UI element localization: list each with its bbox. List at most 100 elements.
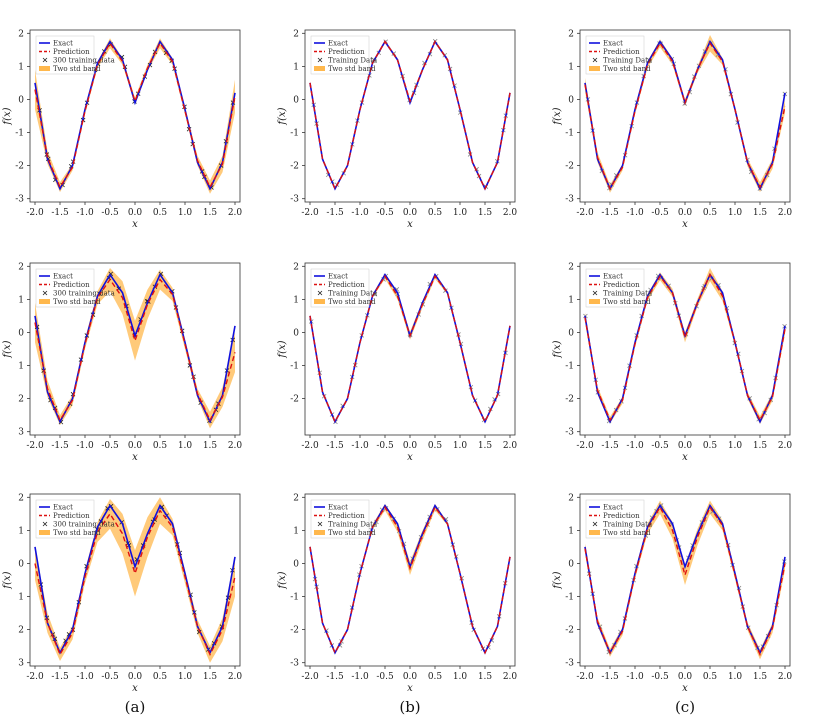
y-tick-label: -2 [290,162,299,172]
y-tick-label: -2 [15,162,24,172]
y-axis-label: f(x) [2,571,13,589]
prediction-line [584,273,786,422]
legend-entry-label: Training Data [328,520,377,528]
x-tick-label: 1.0 [453,672,468,682]
x-tick-label: -1.0 [626,672,644,682]
legend-swatch-training [42,521,48,527]
y-tick-label: 3 [18,659,24,669]
x-tick-label: -2.0 [26,441,44,451]
x-tick-label: 0.5 [703,672,718,682]
exact-line [584,503,786,655]
subplot-row3-col1: -2.0 -1.5 -1.0 -0.5 0.0 0.5 1.0 1.5 2.0 3 2 1 0 1 2 x f(… [2,493,242,694]
prediction-line [309,505,511,655]
x-axis-label: x [682,683,688,694]
x-tick-label: 1.0 [728,441,743,451]
y-axis-label: f(x) [552,340,563,358]
y-tick-label: 2 [568,262,574,272]
x-tick-label: -1.5 [326,672,344,682]
prediction-line [34,41,236,189]
y-tick-label: 2 [18,626,24,636]
x-tick-label: -0.5 [101,208,119,218]
y-axis-label: f(x) [277,340,288,358]
x-tick-label: 0.5 [428,208,443,218]
legend-entry-label: Prediction [328,281,365,289]
y-tick-label: -2 [565,162,574,172]
y-tick-label: -1 [565,362,574,372]
x-tick-label: -2.0 [26,672,44,682]
x-tick-label: 0.5 [703,441,718,451]
x-tick-label: 2.0 [778,208,793,218]
x-tick-label: -1.0 [626,208,644,218]
y-tick-label: 0 [18,328,24,338]
x-tick-label: -1.5 [601,208,619,218]
prediction-line [584,505,786,657]
legend-swatch-training [317,57,323,63]
y-tick-label: 3 [18,428,24,438]
legend-entry-label: Exact [53,272,73,280]
x-tick-label: -2.0 [576,208,594,218]
y-tick-label: -1 [15,129,24,139]
x-tick-label: -1.0 [351,441,369,451]
legend-entry-label: Prediction [603,281,640,289]
x-tick-label: -1.0 [76,208,94,218]
legend-swatch-band [314,66,325,71]
legend-swatch-training [42,57,48,63]
legend-swatch-training [592,521,598,527]
x-tick-label: 0.0 [128,441,143,451]
legend-entry-label: Two std band [328,65,376,73]
y-axis-label: f(x) [277,107,288,125]
x-tick-label: -1.5 [51,441,69,451]
column-label: (b) [399,698,420,716]
prediction-line [309,274,511,424]
y-tick-label: 1 [18,62,24,72]
y-tick-label: -3 [565,428,574,438]
x-tick-label: 1.5 [753,208,768,218]
x-tick-label: 0.0 [403,208,418,218]
prediction-line [34,278,236,422]
legend-entry-label: Exact [53,39,73,47]
y-axis-label: f(x) [277,571,288,589]
x-axis-label: x [407,452,413,463]
two-std-band [35,267,235,429]
x-tick-label: 0.5 [153,672,168,682]
x-tick-label: 1.0 [178,672,193,682]
y-tick-label: 1 [293,526,299,536]
y-axis-label: f(x) [2,340,13,358]
y-tick-label: 2 [568,493,574,503]
exact-line [34,272,236,424]
legend-entry-label: Exact [603,39,623,47]
y-tick-label: 0 [18,95,24,105]
x-tick-label: 0.0 [678,672,693,682]
y-tick-label: 2 [18,395,24,405]
legend-entry-label: 300 training data [53,289,115,297]
y-tick-label: 0 [293,95,299,105]
x-tick-label: 1.0 [453,208,468,218]
x-tick-label: -1.0 [351,208,369,218]
y-axis-label: f(x) [552,571,563,589]
x-tick-label: -2.0 [301,208,319,218]
legend-swatch-training [592,57,598,63]
legend-entry-label: Exact [328,39,348,47]
y-tick-label: -2 [565,626,574,636]
y-tick-label: -2 [290,395,299,405]
x-axis-label: x [682,219,688,230]
x-axis-label: x [407,219,413,230]
x-tick-label: 2.0 [503,672,518,682]
y-axis-label: f(x) [552,107,563,125]
x-tick-label: -0.5 [376,208,394,218]
x-tick-label: 1.0 [453,441,468,451]
y-tick-label: 1 [568,295,574,305]
y-tick-label: -3 [565,659,574,669]
y-tick-label: -1 [565,593,574,603]
y-tick-label: 0 [568,328,574,338]
x-tick-label: 0.0 [678,441,693,451]
x-tick-label: 2.0 [503,208,518,218]
x-axis-label: x [682,452,688,463]
x-tick-label: 1.0 [728,208,743,218]
x-tick-label: 2.0 [778,672,793,682]
